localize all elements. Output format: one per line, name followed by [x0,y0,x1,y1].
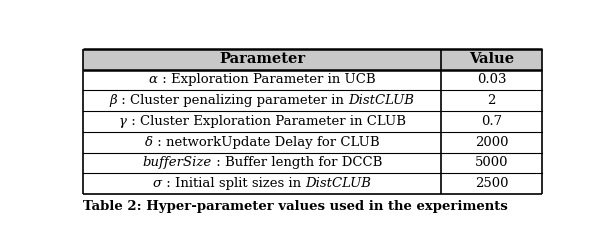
Text: Table 2: Hyper-parameter values used in the experiments: Table 2: Hyper-parameter values used in … [84,200,508,213]
Text: DistCLUB: DistCLUB [348,94,415,107]
Text: 2000: 2000 [475,136,508,149]
Text: γ: γ [119,115,127,128]
Text: : Cluster Exploration Parameter in CLUB: : Cluster Exploration Parameter in CLUB [127,115,406,128]
Text: α: α [149,73,158,87]
Text: β: β [110,94,118,107]
Text: Parameter: Parameter [219,52,305,66]
Text: 2: 2 [487,94,496,107]
Text: : Exploration Parameter in UCB: : Exploration Parameter in UCB [158,73,376,87]
Bar [84,49,441,70]
Text: 0.03: 0.03 [477,73,506,87]
Text: : Buffer length for DCCB: : Buffer length for DCCB [212,156,382,169]
Text: Value: Value [469,52,514,66]
Text: DistCLUB: DistCLUB [306,177,371,190]
Text: σ: σ [153,177,162,190]
Text: δ: δ [145,136,153,149]
Text: bufferSize: bufferSize [142,156,212,169]
Text: 0.7: 0.7 [481,115,502,128]
Text: : networkUpdate Delay for CLUB: : networkUpdate Delay for CLUB [153,136,379,149]
Text: : Initial split sizes in: : Initial split sizes in [162,177,306,190]
Bar [441,49,542,70]
Text: 2500: 2500 [475,177,508,190]
Text: 5000: 5000 [475,156,508,169]
Text: : Cluster penalizing parameter in: : Cluster penalizing parameter in [118,94,348,107]
